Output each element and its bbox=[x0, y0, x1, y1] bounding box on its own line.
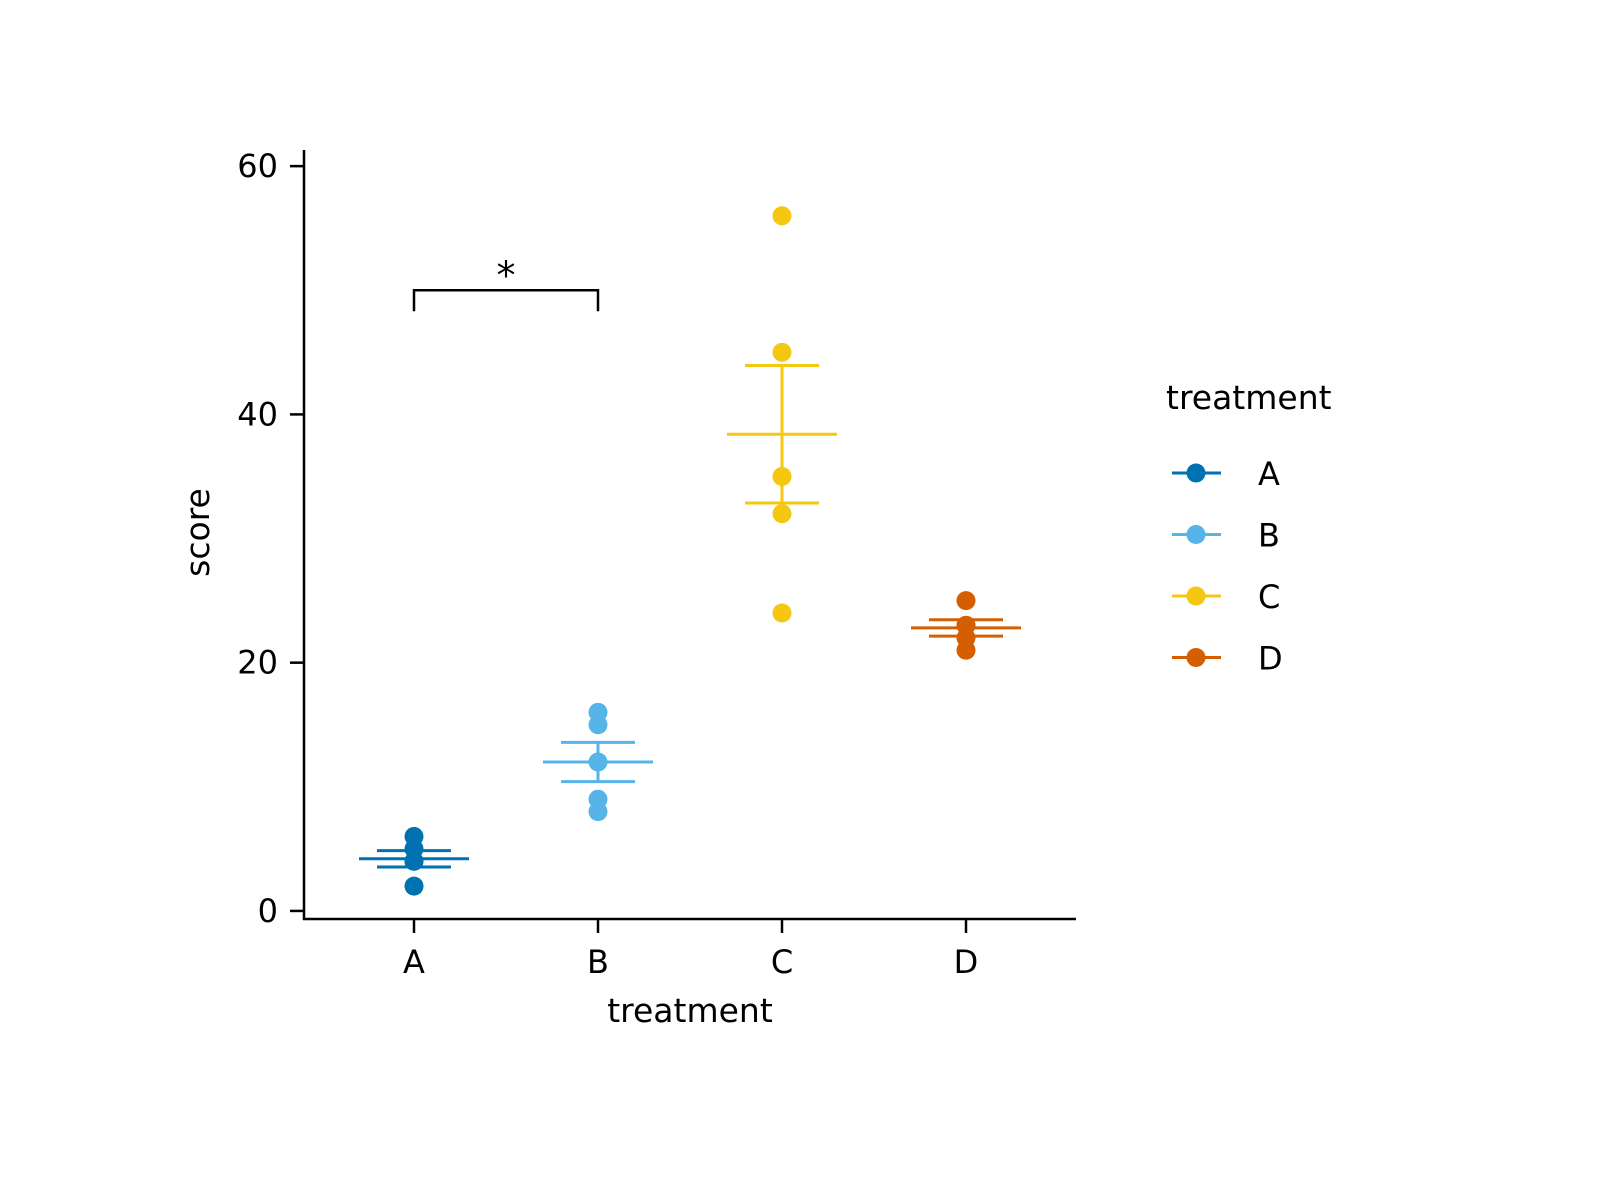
y-axis-title: score bbox=[178, 488, 217, 577]
axes: 0 20 40 60 A B C D treatment score bbox=[178, 147, 1076, 1030]
y-tick-label: 40 bbox=[237, 395, 278, 433]
y-ticks: 0 20 40 60 bbox=[237, 147, 304, 930]
legend-entry-C: C bbox=[1172, 578, 1280, 616]
data-point bbox=[588, 715, 608, 735]
annotations: * bbox=[412, 253, 600, 312]
legend-marker bbox=[1186, 525, 1206, 544]
data-point bbox=[588, 752, 608, 772]
data-point bbox=[404, 851, 424, 871]
x-tick-label: C bbox=[771, 943, 793, 981]
x-tick-label: B bbox=[587, 943, 609, 981]
legend-marker bbox=[1186, 586, 1206, 606]
series-A bbox=[359, 826, 469, 896]
significance-bracket: * bbox=[412, 253, 600, 312]
data-point bbox=[956, 640, 976, 660]
series-C bbox=[727, 206, 837, 623]
data-point bbox=[772, 466, 792, 486]
data-point bbox=[404, 876, 424, 896]
data-point bbox=[772, 342, 792, 362]
legend-entry-D: D bbox=[1172, 640, 1283, 678]
legend-entry-A: A bbox=[1172, 455, 1280, 493]
legend-label: D bbox=[1258, 640, 1283, 678]
bracket-line bbox=[412, 289, 600, 312]
series-D bbox=[911, 591, 1021, 660]
data-point bbox=[956, 591, 976, 611]
data-point bbox=[772, 206, 792, 226]
legend-marker bbox=[1186, 648, 1206, 667]
plot-area bbox=[359, 206, 1021, 896]
legend-label: C bbox=[1258, 578, 1280, 616]
y-tick-label: 60 bbox=[237, 147, 278, 185]
y-tick-label: 0 bbox=[258, 892, 278, 930]
legend-title: treatment bbox=[1166, 378, 1332, 417]
x-tick-label: D bbox=[954, 943, 979, 981]
data-point bbox=[772, 504, 792, 524]
legend-label: A bbox=[1258, 455, 1280, 493]
data-point bbox=[772, 603, 792, 623]
legend-entry-B: B bbox=[1172, 517, 1280, 555]
y-tick-label: 20 bbox=[237, 644, 278, 682]
series-B bbox=[543, 702, 653, 822]
legend-marker bbox=[1186, 463, 1206, 483]
legend-label: B bbox=[1258, 517, 1280, 555]
x-axis-title: treatment bbox=[607, 991, 773, 1030]
significance-label: * bbox=[497, 253, 516, 297]
x-ticks: A B C D bbox=[403, 919, 978, 981]
x-tick-label: A bbox=[403, 943, 425, 981]
data-point bbox=[588, 802, 608, 822]
